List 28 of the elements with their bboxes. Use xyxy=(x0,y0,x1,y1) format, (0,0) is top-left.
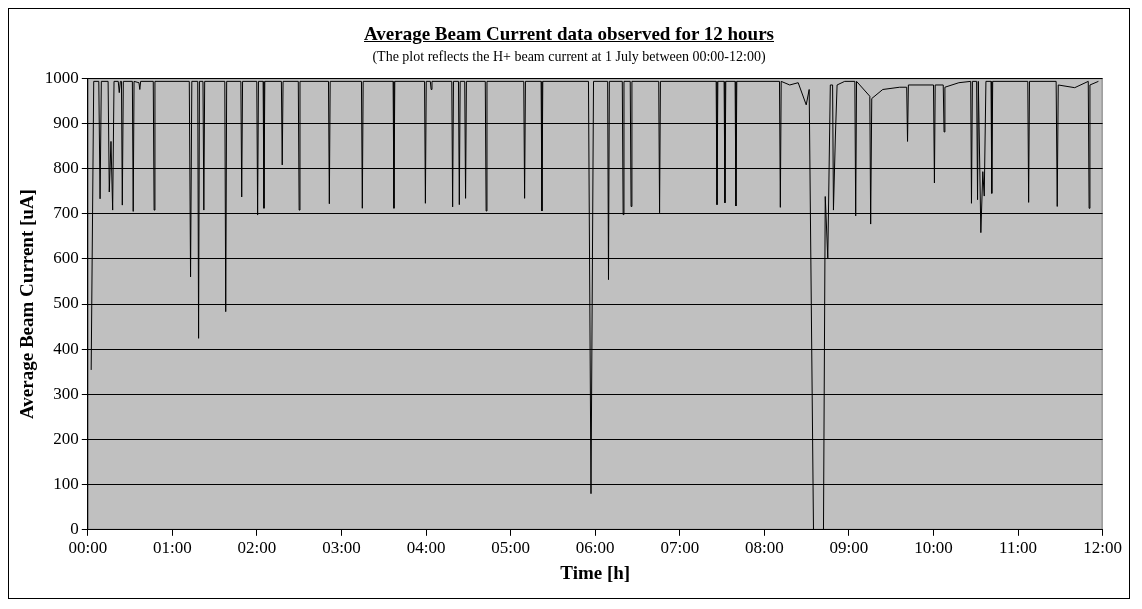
x-tick-label: 00:00 xyxy=(68,538,108,558)
x-tick-label: 08:00 xyxy=(744,538,784,558)
chart-subtitle: (The plot reflects the H+ beam current at 1 July between 00:00-12:00) xyxy=(371,49,767,65)
y-tick-label: 100 xyxy=(53,474,79,494)
x-tick-label: 09:00 xyxy=(829,538,869,558)
x-tick-label: 07:00 xyxy=(660,538,700,558)
chart-title: Average Beam Current data observed for 12 hours xyxy=(363,23,775,45)
y-tick-label: 600 xyxy=(53,248,79,268)
y-tick-label: 300 xyxy=(53,383,79,403)
y-tick-label: 200 xyxy=(53,428,79,448)
x-tick-label: 11:00 xyxy=(999,538,1038,558)
x-tick-label: 12:00 xyxy=(1083,538,1123,558)
y-axis-title: Average Beam Current [uA] xyxy=(16,189,38,419)
x-tick-label: 05:00 xyxy=(491,538,531,558)
x-axis-title: Time [h] xyxy=(560,561,631,583)
x-tick-label: 04:00 xyxy=(406,538,446,558)
x-tick-label: 01:00 xyxy=(153,538,192,558)
y-tick-label: 700 xyxy=(53,203,79,223)
y-tick-label: 0 xyxy=(70,519,79,539)
y-tick-label: 900 xyxy=(53,112,79,132)
y-tick-label: 500 xyxy=(53,293,79,313)
x-tick-label: 06:00 xyxy=(575,538,615,558)
x-tick-label: 10:00 xyxy=(914,538,953,558)
y-tick-label: 800 xyxy=(53,157,79,177)
x-tick-label: 02:00 xyxy=(237,538,277,558)
x-tick-label: 03:00 xyxy=(322,538,361,558)
y-tick-label: 1000 xyxy=(44,67,79,87)
y-tick-label: 400 xyxy=(53,338,79,358)
